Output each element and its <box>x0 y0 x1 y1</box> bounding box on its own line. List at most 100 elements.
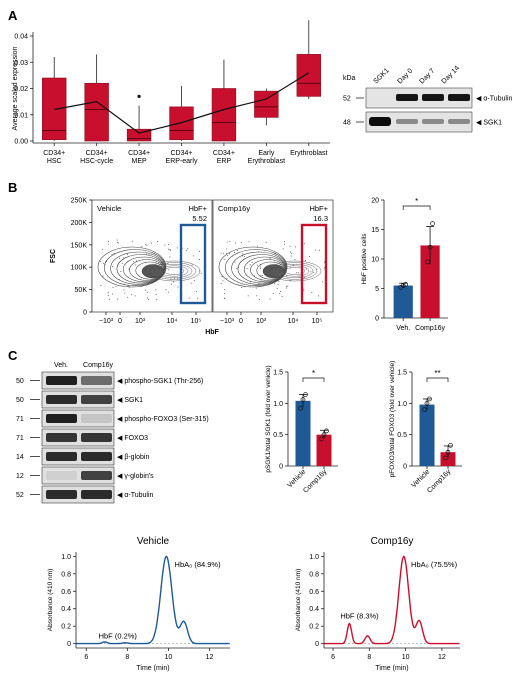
event-dot <box>242 253 244 255</box>
box <box>84 82 109 142</box>
event-dot <box>120 271 122 273</box>
box <box>296 54 321 97</box>
kda-marker: 50 <box>16 397 24 404</box>
event-dot <box>235 242 237 244</box>
event-dot <box>289 267 291 269</box>
event-dot <box>191 264 193 266</box>
blot-row-label: ◀ β-globin <box>117 454 149 461</box>
event-dot <box>303 288 305 290</box>
outlier-point <box>137 94 141 98</box>
event-dot <box>164 244 166 246</box>
bar-category-label: Comp16y <box>415 325 445 332</box>
event-dot <box>187 248 189 250</box>
event-dot <box>273 261 275 263</box>
event-dot <box>123 283 125 285</box>
event-dot <box>269 298 271 300</box>
event-dot <box>291 252 293 254</box>
category-label-line2: HSC-cycle <box>80 158 113 165</box>
event-dot <box>102 275 104 277</box>
event-dot <box>128 268 130 270</box>
significance-stars: * <box>415 197 418 206</box>
bar-category-label: Veh. <box>396 325 410 332</box>
kda-marker: 71 <box>16 416 24 423</box>
blot-row-label: ◀ phospho-FOXO3 (Ser-315) <box>117 416 209 423</box>
blot-row-label: ◀ phospho-SGK1 (Thr-256) <box>117 378 203 385</box>
event-dot <box>286 286 288 288</box>
blot-row-label: ◀ FOXO3 <box>117 435 148 442</box>
gate-value: 5.52 <box>192 214 207 223</box>
contour-ring <box>280 265 310 277</box>
event-dot <box>256 245 258 247</box>
hplc-y-tick-label: 0.2 <box>61 624 71 631</box>
replicate-point <box>303 392 308 397</box>
event-dot <box>117 241 119 243</box>
bar-y-axis-title: pFOXO3/total FOXO3 (fold over vehicle) <box>389 361 396 478</box>
event-dot <box>198 250 200 252</box>
event-dot <box>123 289 125 291</box>
band <box>46 471 77 480</box>
band <box>46 490 77 499</box>
hplc-y-tick-label: 0.8 <box>309 571 319 578</box>
event-dot <box>145 253 147 255</box>
category-label-line2: ERP-early <box>166 158 198 165</box>
event-dot <box>242 255 244 257</box>
contour-ring <box>225 249 288 287</box>
event-dot <box>115 285 117 287</box>
event-dot <box>192 255 194 257</box>
bar-y-tick-label: 1.5 <box>397 370 407 377</box>
hplc-y-tick-label: 0 <box>67 641 71 648</box>
event-dot <box>289 280 291 282</box>
event-dot <box>116 239 118 241</box>
replicate-point <box>445 449 451 455</box>
category-label: CD34+ <box>86 150 108 157</box>
event-dot <box>264 278 266 280</box>
hplc-y-tick-label: 0 <box>315 641 319 648</box>
kda-marker: 12 <box>16 473 24 480</box>
event-dot <box>167 244 169 246</box>
event-dot <box>117 242 119 244</box>
box <box>211 88 237 142</box>
event-dot <box>149 264 151 266</box>
box <box>126 128 152 142</box>
event-dot <box>112 266 114 268</box>
replicate-point <box>443 455 448 461</box>
event-dot <box>112 293 114 295</box>
event-dot <box>251 261 253 263</box>
event-dot <box>157 240 159 242</box>
event-dot <box>260 266 262 268</box>
bar-y-tick-label: 0 <box>279 464 283 471</box>
category-label: Early <box>258 150 274 157</box>
flow-x-tick-label: 0 <box>118 318 122 325</box>
event-dot <box>223 293 225 295</box>
event-dot <box>258 299 260 301</box>
bar-category-label: Comp16y <box>302 468 328 494</box>
event-dot <box>108 240 110 242</box>
box <box>42 77 67 140</box>
replicate-point <box>427 396 432 402</box>
event-dot <box>141 246 143 248</box>
y-tick-label: 0.03 <box>14 60 28 67</box>
event-dot <box>238 284 240 286</box>
bar-y-tick-label: 20 <box>371 198 379 205</box>
hplc-y-axis-title: Absorbance (410 nm) <box>47 569 54 632</box>
event-dot <box>278 280 280 282</box>
bar-y-tick-label: 0.5 <box>397 432 407 439</box>
event-dot <box>146 291 148 293</box>
bar <box>295 400 311 466</box>
flow-y-axis-title: FSC <box>50 249 57 263</box>
mean-trend-line <box>54 72 310 134</box>
replicate-point <box>430 221 435 226</box>
category-label-line2: ERP <box>217 158 232 165</box>
y-tick-label: 0.02 <box>14 86 28 93</box>
panel-a-boxplot: 0.00 0.01 0.02 0.03 0.04 Average scaled expre… <box>12 20 330 165</box>
event-dot <box>269 274 271 276</box>
event-dot <box>160 267 162 269</box>
event-dot <box>198 258 200 260</box>
event-dot <box>143 272 145 274</box>
event-dot <box>223 253 225 255</box>
event-dot <box>160 265 162 267</box>
event-dot <box>303 243 305 245</box>
event-dot <box>127 285 129 287</box>
